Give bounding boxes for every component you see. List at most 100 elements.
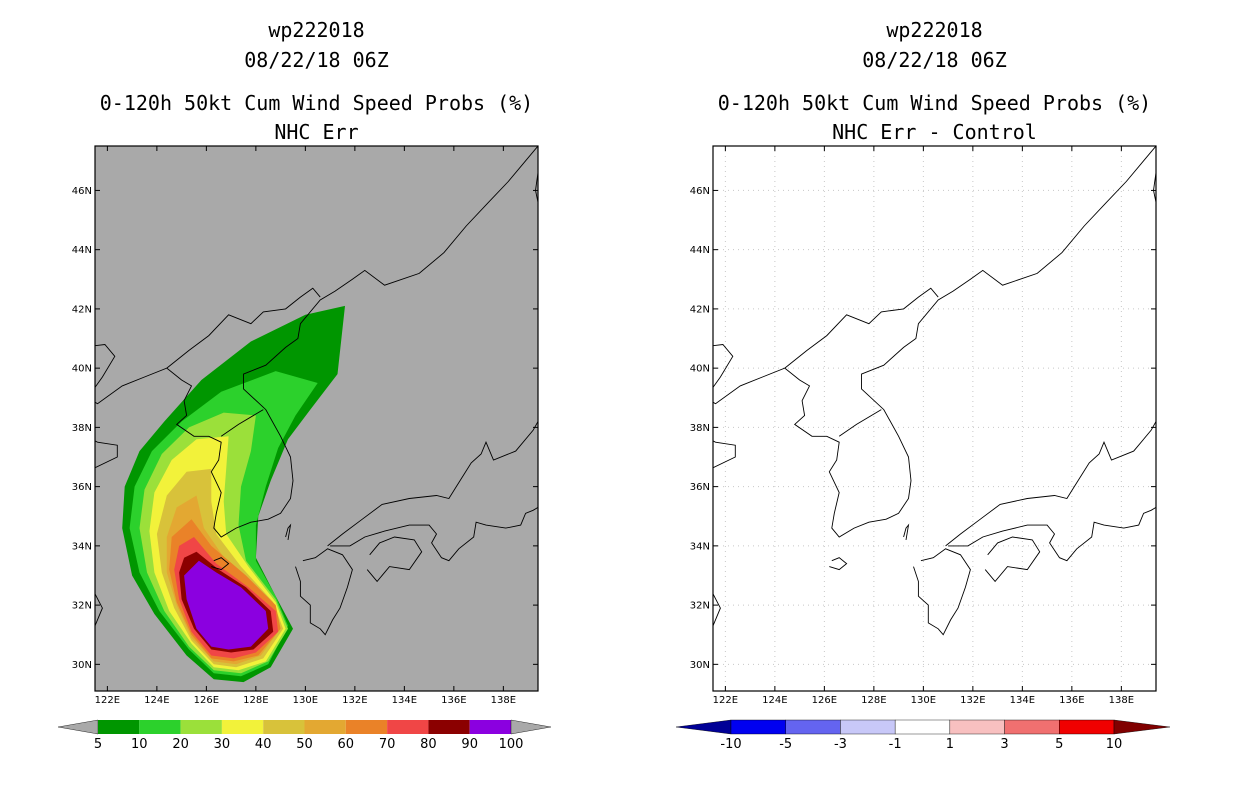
right-shikoku-coast xyxy=(984,536,1041,583)
left-storm-id: wp222018 xyxy=(268,18,365,42)
right-map-background xyxy=(713,146,1156,691)
left-colorbar-box xyxy=(428,720,470,734)
right-jeju-coast xyxy=(829,557,848,571)
left-lon-label: 122E xyxy=(95,695,120,706)
left-product-title: 0-120h 50kt Cum Wind Speed Probs (%) xyxy=(99,91,534,115)
right-colorbar-high-triangle xyxy=(1113,719,1171,735)
left-colorbar-label: 30 xyxy=(214,737,231,752)
right-lon-label: 124E xyxy=(762,695,787,706)
right-storm-id: wp222018 xyxy=(886,18,983,42)
right-lat-label: 36N xyxy=(690,482,710,493)
right-lon-label: 128E xyxy=(861,695,886,706)
left-colorbar-box xyxy=(469,720,511,734)
left-lat-label: 34N xyxy=(72,541,92,552)
right-colorbar-box xyxy=(894,719,951,735)
right-lat-label: 34N xyxy=(690,541,710,552)
left-colorbar-box xyxy=(304,720,346,734)
right-kyushu-coast xyxy=(913,548,971,636)
right-lon-label: 132E xyxy=(960,695,985,706)
right-lat-label: 42N xyxy=(690,304,710,315)
right-product-title: 0-120h 50kt Cum Wind Speed Probs (%) xyxy=(717,91,1152,115)
right-tsushima-coast xyxy=(903,523,910,540)
left-lat-label: 44N xyxy=(72,245,92,256)
left-colorbar-label: 100 xyxy=(499,737,524,752)
right-colorbar-label: 3 xyxy=(1000,737,1008,752)
right-colorbar-label: -5 xyxy=(779,737,792,752)
prob-contour-90 xyxy=(184,560,269,650)
right-lon-label: 138E xyxy=(1109,695,1134,706)
left-colorbar-box xyxy=(345,720,388,734)
left-colorbar-label: 20 xyxy=(172,737,189,752)
left-map-content xyxy=(95,146,538,683)
left-lon-label: 136E xyxy=(441,695,466,706)
left-lat-label: 42N xyxy=(72,304,92,315)
left-kyushu-coast xyxy=(295,548,353,636)
left-colorbar-label: 80 xyxy=(420,737,437,752)
right-lon-label: 130E xyxy=(911,695,936,706)
right-honshu-coast xyxy=(945,421,1156,547)
left-map-frame xyxy=(94,145,539,692)
left-colorbar-label: 60 xyxy=(338,737,355,752)
right-colorbar-label: -3 xyxy=(834,737,847,752)
left-lat-label: 32N xyxy=(72,601,92,612)
right-subtitle: NHC Err - Control xyxy=(832,120,1037,144)
right-colorbar-label: -10 xyxy=(720,737,741,752)
right-map-content xyxy=(713,146,1156,691)
left-colorbar-label: 10 xyxy=(131,737,148,752)
right-colorbar-box xyxy=(730,719,786,735)
left-colorbar-low-triangle xyxy=(57,719,99,735)
right-korea-dmz xyxy=(838,409,882,437)
left-lon-label: 128E xyxy=(243,695,268,706)
left-colorbar-box xyxy=(263,720,305,734)
left-lat-label: 46N xyxy=(72,186,92,197)
right-colorbar-box xyxy=(1004,719,1060,735)
right-datetime: 08/22/18 06Z xyxy=(862,48,1007,72)
right-colorbar-low-triangle xyxy=(675,719,732,735)
left-lat-label: 40N xyxy=(72,364,92,375)
right-lat-label: 44N xyxy=(690,245,710,256)
left-korea-dmz xyxy=(220,409,264,437)
right-colorbar-label: 5 xyxy=(1055,737,1063,752)
right-lat-label: 38N xyxy=(690,423,710,434)
right-map-frame xyxy=(712,145,1157,692)
left-china-korea-border xyxy=(166,287,321,369)
left-lon-label: 132E xyxy=(342,695,367,706)
right-colorbar-label: 10 xyxy=(1106,737,1123,752)
left-lat-label: 30N xyxy=(72,660,92,671)
right-colorbar-box xyxy=(840,719,896,735)
right-lon-label: 134E xyxy=(1010,695,1035,706)
left-colorbar-label: 70 xyxy=(379,737,396,752)
right-colorbar-box xyxy=(1059,719,1115,735)
left-lon-label: 134E xyxy=(392,695,417,706)
right-colorbar-box xyxy=(949,719,1005,735)
left-colorbar-label: 5 xyxy=(94,737,102,752)
left-datetime: 08/22/18 06Z xyxy=(244,48,389,72)
left-colorbar-box xyxy=(180,720,222,734)
right-colorbar-box xyxy=(785,719,841,735)
right-lat-label: 40N xyxy=(690,364,710,375)
left-tsushima-coast xyxy=(285,523,292,540)
left-colorbar-high-triangle xyxy=(510,719,552,735)
right-colorbar-label: 1 xyxy=(946,737,954,752)
left-subtitle: NHC Err xyxy=(274,120,359,144)
right-mainland-coast xyxy=(713,146,1156,626)
left-lon-label: 126E xyxy=(194,695,219,706)
left-honshu-coast xyxy=(327,421,538,547)
left-colorbar-box xyxy=(387,720,429,734)
right-china-korea-border xyxy=(784,287,939,369)
left-mainland-coast xyxy=(95,146,538,626)
left-colorbar-box xyxy=(139,720,181,734)
right-lon-label: 136E xyxy=(1059,695,1084,706)
right-colorbar-label: -1 xyxy=(889,737,902,752)
right-honshu-south-coast xyxy=(948,507,1156,562)
right-lat-label: 32N xyxy=(690,601,710,612)
left-jeju-coast xyxy=(211,557,230,571)
right-lat-label: 46N xyxy=(690,186,710,197)
left-lon-label: 124E xyxy=(144,695,169,706)
left-lon-label: 130E xyxy=(293,695,318,706)
right-lon-label: 122E xyxy=(713,695,738,706)
left-lat-label: 36N xyxy=(72,482,92,493)
left-colorbar-label: 40 xyxy=(255,737,272,752)
left-honshu-south-coast xyxy=(330,507,538,562)
